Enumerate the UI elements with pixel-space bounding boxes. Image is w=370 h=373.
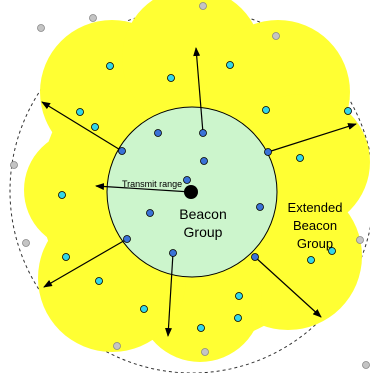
extended-node — [234, 314, 242, 322]
extended-node — [91, 123, 99, 131]
beacon-node — [200, 157, 208, 165]
arrow-down — [164, 252, 174, 337]
extended-group-label-line2: Beacon — [293, 218, 337, 233]
extended-group-label-line3: Group — [297, 236, 333, 251]
extended-node — [296, 154, 304, 162]
arrows — [41, 47, 357, 337]
center-beacon-node — [184, 185, 198, 199]
extended-node — [328, 247, 336, 255]
far-node — [362, 361, 370, 369]
extended-node — [76, 108, 84, 116]
far-nodes — [10, 2, 370, 369]
beacon-group-label-line2: Group — [184, 224, 223, 240]
far-node — [199, 2, 207, 10]
extended-node — [167, 74, 175, 82]
arrow-upper-left — [41, 101, 123, 152]
extended-node — [140, 305, 148, 313]
far-node — [89, 14, 97, 22]
extended-node — [106, 62, 114, 70]
extended-nodes — [58, 61, 352, 332]
extended-group-label-line1: Extended — [288, 200, 343, 215]
beacon-node — [251, 253, 259, 261]
extended-node — [307, 256, 315, 264]
beacon-nodes — [118, 129, 272, 261]
extended-node — [58, 191, 66, 199]
arrow-transmit-range — [95, 183, 192, 193]
beacon-node — [256, 203, 264, 211]
arrow-up — [193, 47, 204, 134]
beacon-node — [169, 249, 177, 257]
beacon-node — [183, 176, 191, 184]
extended-node — [197, 324, 205, 332]
extended-node — [226, 61, 234, 69]
transmit-range-label: Transmit range — [122, 179, 182, 189]
beacon-group-label-line1: Beacon — [179, 206, 226, 222]
far-node — [201, 348, 209, 356]
extended-node — [344, 107, 352, 115]
arrow-lower-left — [43, 238, 128, 288]
arrow-lower-right — [254, 256, 322, 318]
extended-node — [235, 292, 243, 300]
far-node — [356, 236, 364, 244]
beacon-node — [154, 129, 162, 137]
extended-node — [95, 277, 103, 285]
far-node — [272, 32, 280, 40]
extended-node — [262, 106, 270, 114]
far-node — [10, 161, 18, 169]
arrow-upper-right — [267, 123, 357, 153]
far-node — [22, 239, 30, 247]
beacon-node — [146, 209, 154, 217]
beacon-node — [199, 129, 207, 137]
beacon-node — [264, 148, 272, 156]
beacon-node — [118, 147, 126, 155]
beacon-node — [123, 235, 131, 243]
far-node — [37, 24, 45, 32]
far-node — [113, 342, 121, 350]
outer-range-boundary — [9, 8, 370, 373]
extended-node — [62, 253, 70, 261]
